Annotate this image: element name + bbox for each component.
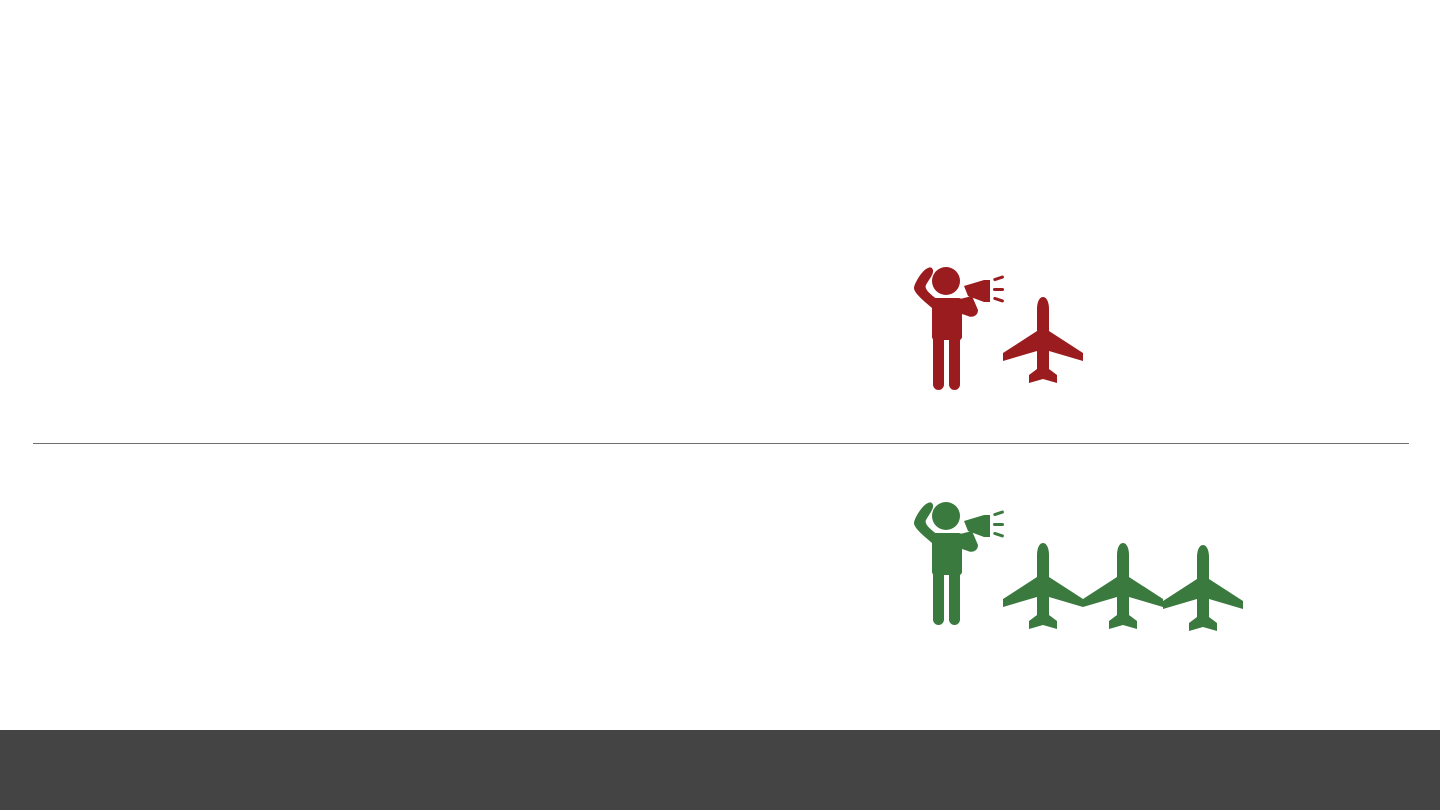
- footer-bar: [0, 730, 1440, 810]
- person-megaphone-icon: [914, 502, 1004, 625]
- airplane-icon: [1083, 543, 1163, 629]
- airplane-icon: [1003, 543, 1083, 629]
- row-divider: [33, 443, 1409, 444]
- airplane-icon: [1163, 545, 1243, 631]
- person-megaphone-icon: [914, 267, 1004, 390]
- airplane-icon: [1003, 297, 1083, 383]
